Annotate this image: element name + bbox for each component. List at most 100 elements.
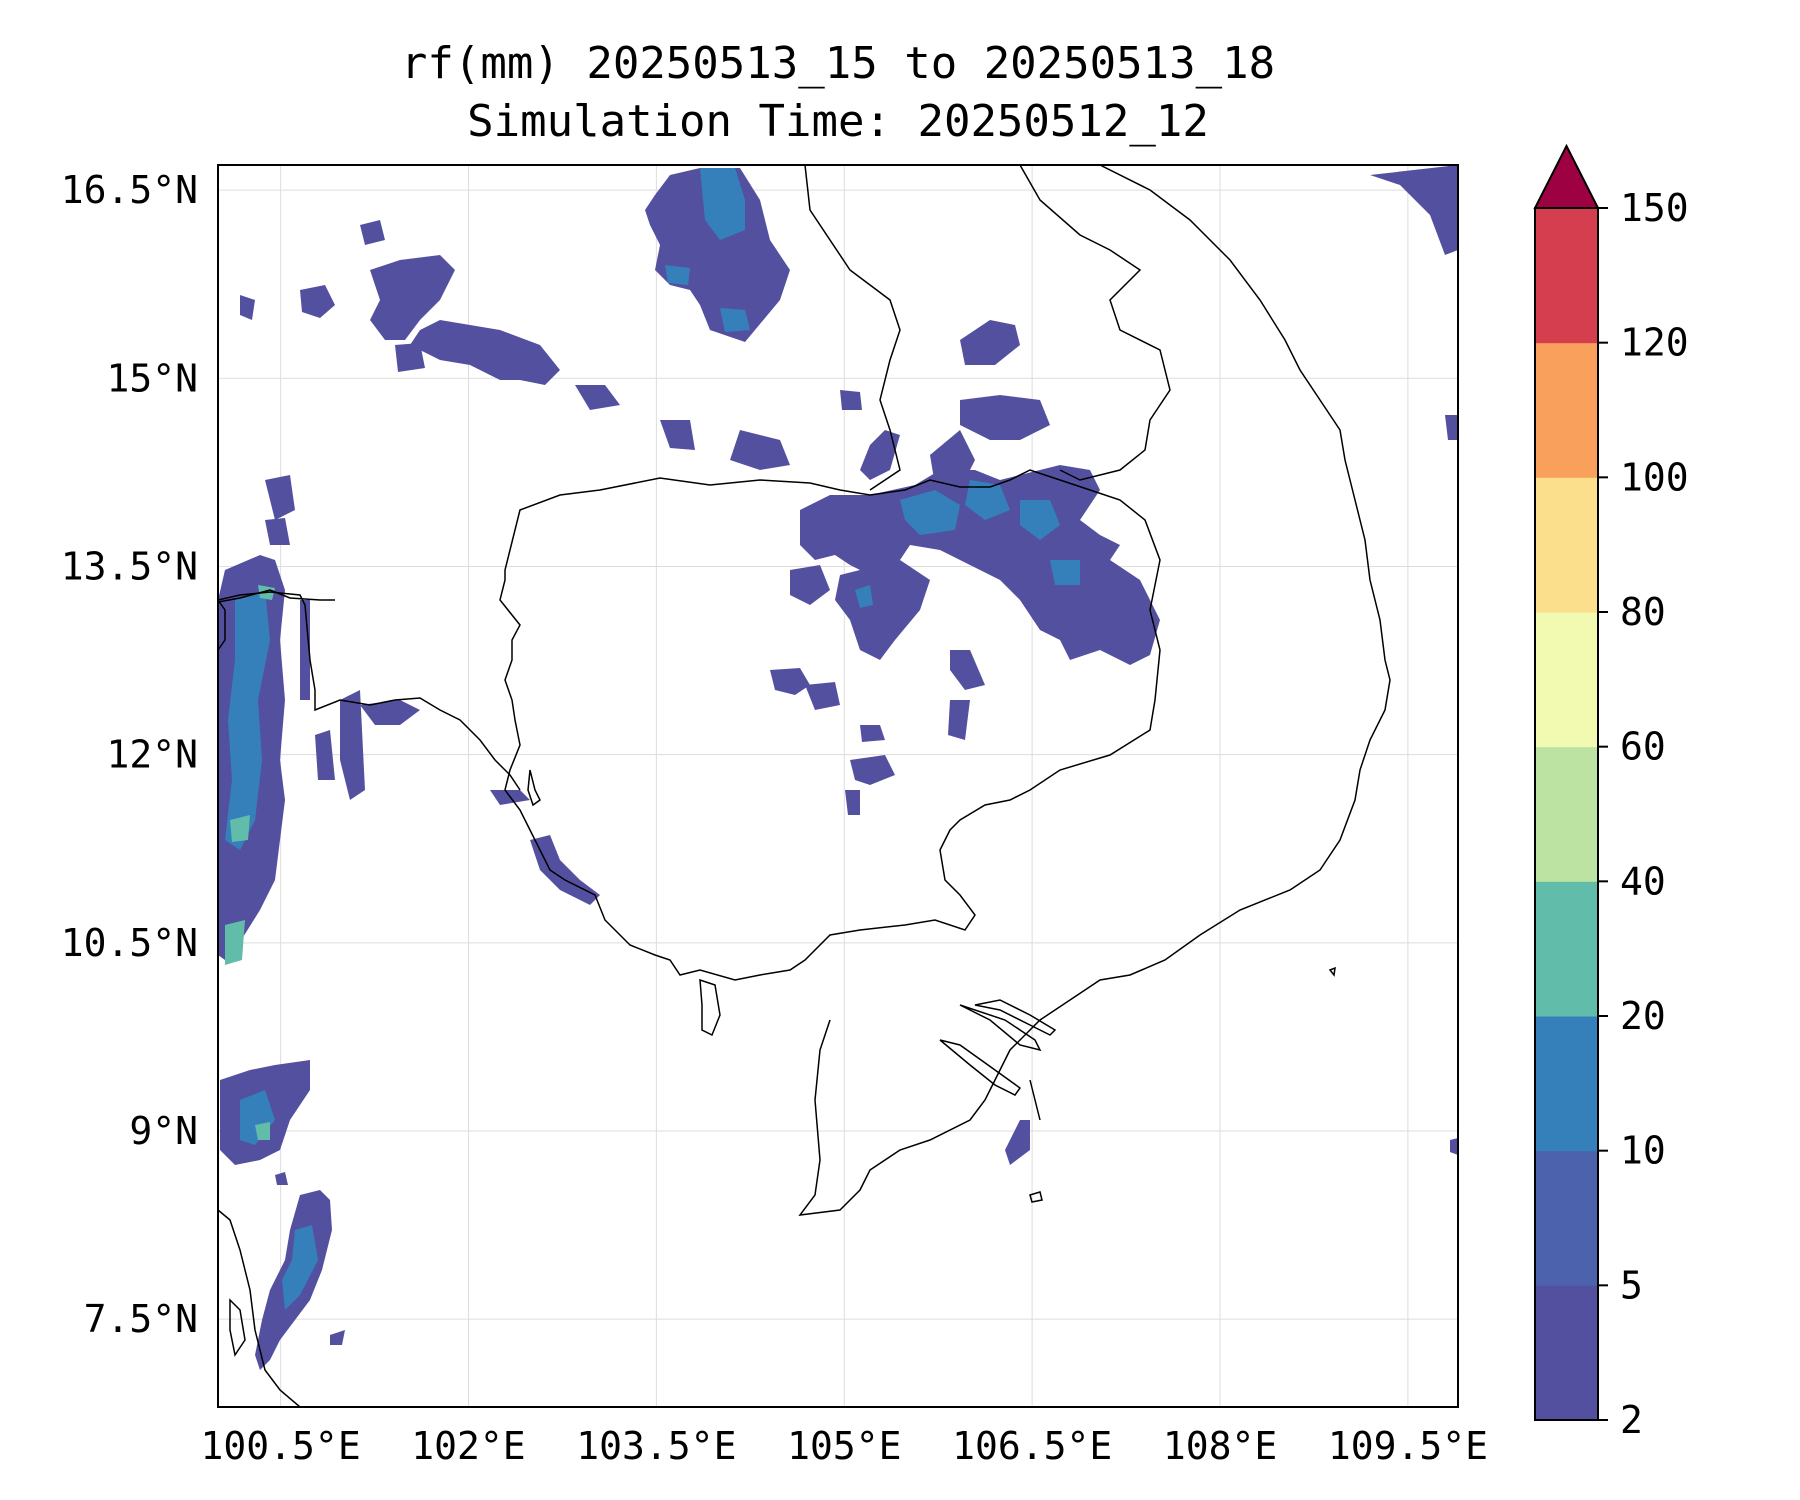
colorbar-tick-label: 150 [1620,186,1689,230]
rain-patch [530,835,600,905]
thailand-coast [218,599,226,651]
rain-patch [1005,1120,1030,1165]
rain-patch [230,815,250,842]
colorbar-tick-label: 5 [1620,1263,1643,1307]
rain-patch [860,725,885,742]
rain-patch [225,590,270,850]
colorbar-segments [1535,208,1598,1421]
colorbar-tick-label: 40 [1620,859,1666,903]
laos-border [804,165,901,491]
rain-patch [1050,560,1080,585]
rain-patch [960,395,1050,440]
rain-patch [265,475,295,520]
rain-patch [330,1330,345,1345]
colorbar: 2 5 10 20 40 60 80 100 120 150 [1533,143,1689,1442]
lon-tick-label: 102°E [411,1424,525,1468]
delta-island [1328,966,1336,977]
rainfall-contours [218,165,1458,1370]
chart-title-line1: rf(mm) 20250513_15 to 20250513_18 [401,38,1275,89]
colorbar-segment [1535,342,1598,478]
lon-tick-label: 108°E [1163,1424,1277,1468]
colorbar-tick-label: 120 [1620,321,1689,365]
delta-island [699,978,721,1037]
lon-tick-label: 106.5°E [952,1424,1112,1468]
rain-patch [395,343,425,372]
rain-patch [855,585,873,608]
lat-tick-label: 7.5°N [84,1297,198,1341]
rain-patch [1370,165,1458,255]
delta-island [974,999,1057,1036]
lon-tick-label: 103.5°E [576,1424,736,1468]
rain-patch [805,682,840,710]
rain-patch [645,168,790,342]
cambodia-border [499,469,1161,981]
lon-tick-label: 109.5°E [1328,1424,1488,1468]
rain-patch [360,700,420,725]
rain-patch [1445,415,1458,440]
rain-patch [948,700,970,740]
rain-patch [790,565,830,605]
colorbar-segment [1535,208,1598,344]
chart-title-line2: Simulation Time: 20250512_12 [467,96,1209,147]
rain-patch [860,430,900,480]
lat-tick-label: 13.5°N [61,544,198,588]
colorbar-segment [1535,746,1598,882]
colorbar-extend-arrow [1533,143,1600,209]
rain-patch [730,430,790,470]
rain-patch [360,220,385,245]
lon-tick-label: 105°E [787,1424,901,1468]
rain-patch [275,1172,288,1185]
lon-tick-label: 100.5°E [201,1424,361,1468]
map-gridlines [218,165,1458,1407]
lat-tick-label: 16.5°N [61,168,198,212]
delta-island [939,1039,1022,1096]
rain-patch [240,295,255,320]
colorbar-segment [1535,612,1598,748]
colorbar-tick-label: 100 [1620,455,1689,499]
rain-patch [840,390,862,410]
delta-island [1029,1079,1041,1121]
thailand-coast [218,1209,301,1407]
rain-patch [835,560,930,660]
delta-island [527,769,541,807]
rain-patch [900,490,960,535]
thailand-border [218,589,335,603]
rain-patch [300,285,335,318]
delta-island [959,1004,1042,1052]
delta-island [1029,1191,1043,1203]
lat-tick-label: 9°N [129,1109,198,1153]
map-frame [217,164,1459,1408]
colorbar-tick-label: 20 [1620,994,1666,1038]
rain-patch [965,480,1010,520]
colorbar-tick-label: 80 [1620,590,1666,634]
rain-patch [845,790,860,815]
colorbar-segment [1535,1016,1598,1152]
latitude-tick-labels: 16.5°N 15°N 13.5°N 12°N 10.5°N 9°N 7.5°N [61,168,198,1341]
rain-patch [282,1225,318,1310]
lat-tick-label: 15°N [106,356,198,400]
rain-patch [1020,500,1060,540]
colorbar-segment [1535,1285,1598,1421]
colorbar-frame [1534,207,1599,1421]
rain-patch [240,1090,275,1145]
colorbar-tick-label: 10 [1620,1129,1666,1173]
colorbar-tick-label: 60 [1620,725,1666,769]
rain-patch [665,265,690,285]
rain-patch [410,320,560,385]
rain-patch [225,920,245,965]
lat-tick-label: 10.5°N [61,921,198,965]
rain-patch [960,320,1020,365]
vietnam-coast [798,165,1391,1216]
colorbar-segment [1535,881,1598,1017]
rain-patch [1450,1138,1458,1155]
lat-tick-label: 12°N [106,733,198,777]
rain-patch [255,1122,270,1140]
rain-patch [370,255,455,340]
thailand-coast [218,591,521,791]
rain-patch [770,668,810,695]
colorbar-segment [1535,477,1598,613]
rain-patch [575,385,620,410]
map-background [218,165,1458,1407]
colorbar-tick-labels: 2 5 10 20 40 60 80 100 120 150 [1598,186,1689,1442]
